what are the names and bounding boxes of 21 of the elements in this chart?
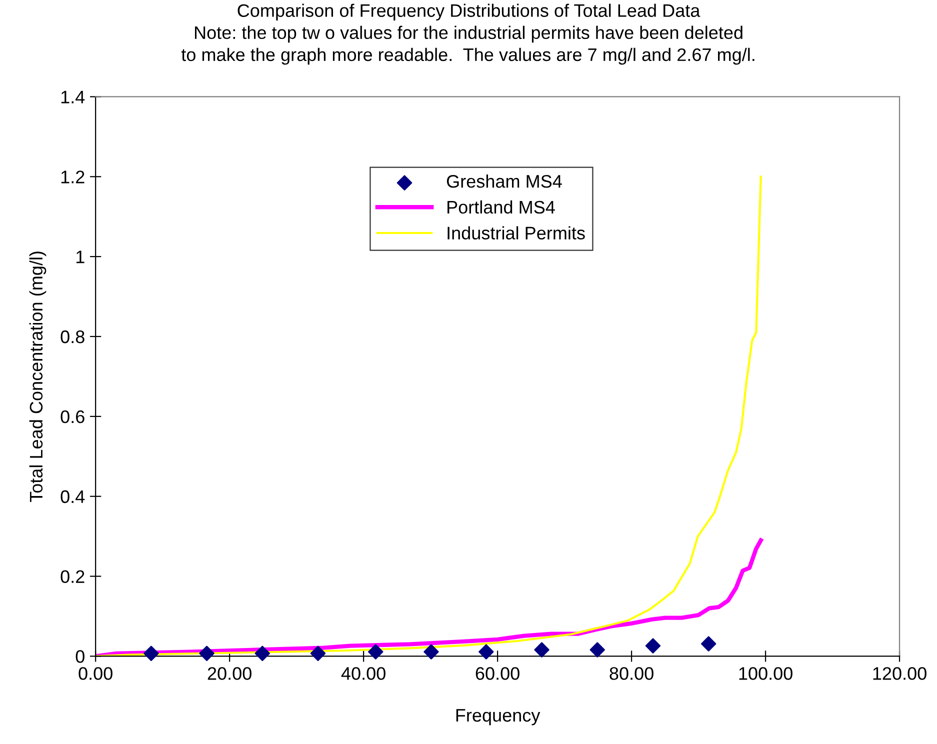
- y-tick-label: 0.6: [60, 410, 84, 424]
- y-tick-label: 0: [76, 650, 84, 663]
- x-tick-label: 80.00: [610, 667, 654, 680]
- x-tick-label: 60.00: [476, 667, 520, 680]
- y-tick-label: 1.4: [61, 90, 85, 104]
- y-tick-label: 0.8: [60, 330, 84, 344]
- x-tick-label: 0.00: [78, 667, 112, 680]
- x-tick-label: 120.00: [873, 667, 926, 680]
- y-axis-title: Total Lead Concentration (mg/l): [29, 252, 46, 502]
- x-tick-label: 100.00: [739, 667, 792, 680]
- legend-label: Portland MS4: [448, 200, 555, 214]
- y-tick-label: 1: [76, 250, 84, 264]
- x-axis-title: Frequency: [456, 709, 540, 726]
- legend-label: Industrial Permits: [448, 226, 585, 240]
- y-tick-label: 1.2: [61, 170, 84, 184]
- legend-label: Gresham MS4: [446, 174, 562, 188]
- chart-title: Comparison of Frequency Distributions of Total Lead Data Note: the top tw o values for the industrial permits have been deleted to make the graph more readable. The values are 7 mg/l and 2.67 mg/l.: [181, 4, 754, 65]
- x-tick-label: 40.00: [341, 667, 386, 680]
- x-tick-label: 20.00: [208, 667, 252, 680]
- y-tick-label: 0.4: [60, 490, 85, 504]
- y-tick-label: 0.2: [60, 570, 84, 583]
